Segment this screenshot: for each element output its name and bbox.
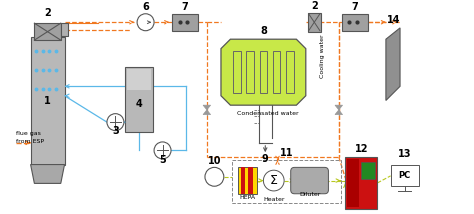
Bar bbox=[172, 14, 198, 31]
Text: flue gas: flue gas bbox=[16, 131, 40, 136]
Bar bbox=[233, 51, 241, 93]
Bar bbox=[260, 51, 267, 93]
Bar bbox=[308, 13, 321, 32]
Text: 12: 12 bbox=[355, 144, 368, 154]
Bar bbox=[238, 167, 257, 194]
Text: 9: 9 bbox=[262, 154, 269, 164]
Bar bbox=[347, 159, 358, 207]
Bar bbox=[61, 23, 68, 36]
Text: PC: PC bbox=[399, 171, 411, 180]
FancyBboxPatch shape bbox=[291, 167, 328, 194]
Bar bbox=[342, 14, 368, 31]
Polygon shape bbox=[203, 105, 210, 110]
Bar bbox=[127, 69, 151, 90]
Bar bbox=[241, 167, 246, 194]
Bar bbox=[391, 165, 419, 186]
Bar bbox=[361, 162, 374, 179]
Circle shape bbox=[205, 167, 224, 186]
Text: 14: 14 bbox=[387, 15, 400, 25]
Circle shape bbox=[154, 142, 171, 159]
Bar bbox=[31, 37, 64, 165]
Text: Cooling water: Cooling water bbox=[320, 34, 325, 78]
Text: 2: 2 bbox=[311, 1, 318, 11]
Bar bbox=[346, 157, 377, 209]
Text: 1: 1 bbox=[44, 96, 51, 106]
Text: 8: 8 bbox=[260, 27, 267, 37]
Circle shape bbox=[107, 114, 124, 131]
Text: 7: 7 bbox=[182, 2, 189, 12]
Text: 6: 6 bbox=[142, 2, 149, 12]
Bar bbox=[246, 51, 254, 93]
Text: from ESP: from ESP bbox=[16, 139, 44, 144]
Polygon shape bbox=[335, 105, 343, 110]
Text: 4: 4 bbox=[136, 99, 142, 109]
Polygon shape bbox=[221, 39, 306, 105]
Text: Diluter: Diluter bbox=[299, 192, 320, 197]
Text: HEPA: HEPA bbox=[239, 195, 255, 201]
Text: 13: 13 bbox=[398, 149, 411, 159]
Circle shape bbox=[264, 170, 284, 191]
Bar bbox=[273, 51, 280, 93]
Text: 7: 7 bbox=[351, 2, 358, 12]
Polygon shape bbox=[335, 110, 343, 115]
Text: 2: 2 bbox=[44, 8, 51, 18]
Bar bbox=[248, 167, 253, 194]
Text: 5: 5 bbox=[159, 155, 166, 165]
Bar bbox=[125, 67, 153, 132]
Text: Condensated water: Condensated water bbox=[237, 111, 299, 116]
Bar bbox=[286, 51, 293, 93]
Bar bbox=[232, 160, 341, 203]
Polygon shape bbox=[31, 165, 64, 183]
Text: 11: 11 bbox=[280, 148, 293, 158]
Polygon shape bbox=[386, 28, 400, 100]
Text: Heater: Heater bbox=[263, 197, 284, 202]
Text: 10: 10 bbox=[208, 156, 221, 166]
Circle shape bbox=[137, 14, 154, 31]
Bar bbox=[35, 23, 61, 40]
Polygon shape bbox=[203, 110, 210, 115]
Text: 3: 3 bbox=[112, 126, 119, 136]
Text: $\Sigma$: $\Sigma$ bbox=[269, 174, 278, 187]
